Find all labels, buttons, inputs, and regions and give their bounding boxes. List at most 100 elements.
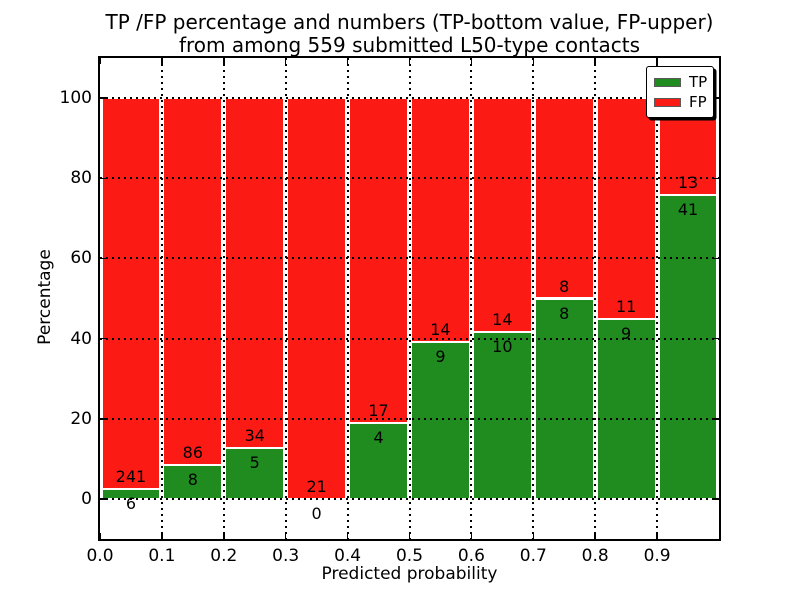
legend-swatch-tp — [654, 77, 681, 87]
v-gridline — [284, 58, 287, 539]
y-tick-label: 40 — [70, 328, 92, 349]
v-gridline — [222, 58, 225, 539]
bar-segment-tp — [658, 194, 718, 499]
x-tick-label: 0.8 — [581, 546, 609, 566]
bar-segment-tp — [596, 318, 656, 499]
x-tick-label: 0.6 — [457, 546, 485, 566]
bar-label-tp: 6 — [125, 494, 137, 514]
x-tick-mark-bottom — [346, 533, 349, 539]
x-tick-mark-bottom — [532, 533, 535, 539]
chart-title: TP /FP percentage and numbers (TP-bottom… — [100, 11, 719, 57]
legend-entry-tp: TP — [654, 72, 713, 92]
x-tick-mark-top — [532, 58, 535, 64]
x-tick-mark-top — [594, 58, 596, 64]
x-tick-mark-bottom — [408, 533, 411, 539]
v-gridline — [408, 58, 411, 539]
bar-segment-tp — [534, 298, 594, 499]
v-gridline — [470, 58, 473, 539]
y-tick-label: 80 — [70, 168, 92, 189]
bar-label-fp: 86 — [182, 442, 204, 462]
x-tick-label: 0.5 — [395, 546, 424, 566]
legend-label-fp: FP — [689, 93, 707, 111]
x-tick-mark-top — [470, 58, 473, 64]
bar-segment-tp — [472, 331, 532, 499]
bar-segment-fp — [596, 98, 656, 319]
bar-label-tp: 8 — [187, 469, 198, 489]
y-tick-mark-left — [100, 498, 106, 500]
bar-label-fp: 241 — [115, 467, 147, 487]
bar-segment-fp — [534, 98, 594, 299]
x-tick-mark-top — [656, 58, 658, 64]
y-axis-title: Percentage — [35, 249, 55, 345]
bar-segment-fp — [472, 98, 532, 332]
x-tick-mark-bottom — [656, 533, 658, 539]
bar-label-fp: 14 — [492, 309, 513, 329]
bar-label-tp: 10 — [492, 336, 513, 356]
y-tick-label: 60 — [70, 248, 92, 269]
bar-segment-fp — [287, 98, 347, 499]
y-tick-mark-left — [100, 97, 106, 99]
x-tick-mark-bottom — [594, 533, 596, 539]
bar-label-tp: 0 — [311, 503, 322, 523]
v-gridline — [346, 58, 349, 539]
x-tick-mark-top — [99, 58, 101, 64]
chart-title-line1: TP /FP percentage and numbers (TP-bottom… — [105, 10, 714, 34]
bar-segment-tp — [163, 464, 223, 499]
y-tick-mark-right — [713, 257, 719, 260]
x-tick-label: 0.7 — [519, 546, 547, 566]
x-tick-mark-bottom — [99, 533, 101, 539]
bar-segment-fp — [163, 98, 223, 465]
bar-label-fp: 13 — [677, 172, 699, 192]
x-tick-mark-top — [408, 58, 411, 64]
x-tick-mark-bottom — [161, 533, 163, 539]
y-tick-mark-left — [100, 177, 106, 179]
legend-swatch-fp — [654, 97, 681, 107]
bar-label-tp: 9 — [435, 347, 446, 367]
x-tick-label: 0.9 — [643, 546, 671, 566]
bar-segment-fp — [411, 98, 470, 343]
x-tick-label: 0.4 — [334, 546, 362, 566]
bar-segment-tp — [411, 342, 470, 499]
y-tick-mark-right — [713, 97, 719, 99]
v-gridline — [160, 58, 163, 539]
y-tick-mark-right — [713, 337, 719, 340]
y-tick-mark-left — [100, 418, 106, 420]
legend-entry-fp: FP — [654, 92, 713, 112]
bar-label-tp: 41 — [677, 199, 699, 219]
y-tick-mark-left — [100, 337, 106, 340]
chart-title-line2: from among 559 submitted L50-type contac… — [178, 33, 641, 57]
plot-area: 241 6 86 8 34 5 21 0 17 4 14 9 14 10 8 8 11 9 13 41 TP FP — [98, 56, 721, 541]
bar-label-fp: 14 — [430, 320, 451, 340]
bar-segment-tp — [349, 422, 408, 499]
y-tick-label: 20 — [70, 408, 92, 429]
x-tick-mark-top — [223, 58, 225, 64]
y-tick-mark-right — [713, 177, 719, 179]
bar-label-tp: 8 — [559, 303, 570, 323]
x-tick-label: 0.1 — [148, 546, 176, 566]
v-gridline — [594, 58, 597, 539]
bar-segment-fp — [349, 98, 408, 423]
bar-label-fp: 11 — [615, 296, 637, 316]
y-tick-mark-left — [100, 257, 106, 260]
bar-segment-fp — [101, 98, 161, 490]
bar-label-tp: 4 — [373, 427, 384, 447]
x-tick-mark-top — [284, 58, 287, 64]
x-tick-mark-top — [346, 58, 349, 64]
x-tick-label: 0.2 — [210, 546, 238, 566]
y-tick-mark-right — [713, 498, 719, 500]
v-gridline — [532, 58, 535, 539]
x-tick-mark-bottom — [284, 533, 287, 539]
bar-label-fp: 8 — [559, 276, 570, 296]
bar-label-fp: 21 — [306, 476, 327, 496]
bar-label-tp: 9 — [621, 323, 632, 343]
v-gridline — [656, 58, 659, 539]
x-tick-mark-top — [161, 58, 163, 64]
x-tick-mark-bottom — [470, 533, 473, 539]
bar-segment-fp — [225, 98, 285, 448]
x-tick-label: 0.3 — [272, 546, 300, 566]
bar-label-fp: 34 — [244, 425, 265, 445]
bar-label-tp: 5 — [249, 452, 260, 472]
y-tick-label: 100 — [59, 88, 92, 109]
bar-label-fp: 17 — [368, 400, 389, 420]
